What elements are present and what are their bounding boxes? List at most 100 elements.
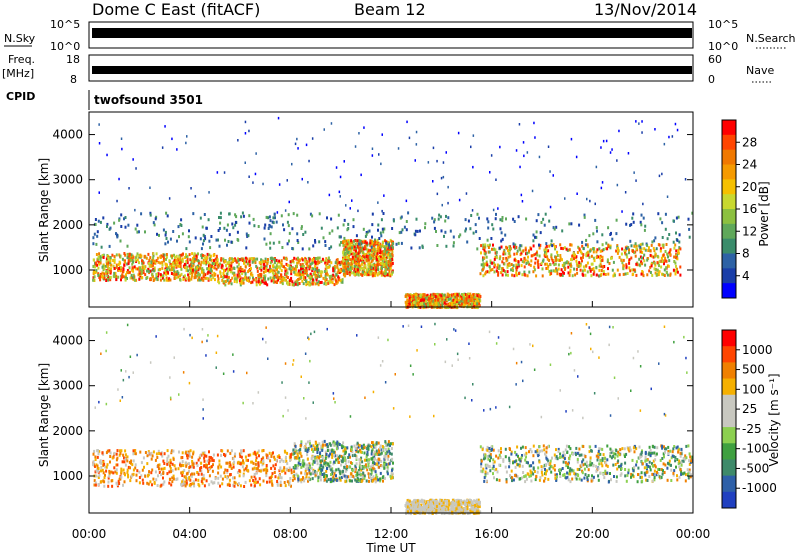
power-cell (443, 296, 446, 300)
velocity-cell (188, 452, 191, 456)
power-cell (202, 278, 205, 282)
power-cell (243, 261, 245, 265)
power-cell (260, 268, 263, 272)
power-cell (201, 267, 204, 271)
power-cell (574, 253, 576, 257)
power-cell (121, 257, 124, 261)
power-cell (330, 245, 333, 249)
power-cell (248, 259, 251, 263)
power-cell (297, 147, 299, 150)
power-cell (252, 181, 254, 184)
power-cell (495, 269, 498, 273)
velocity-cell (208, 455, 211, 459)
velocity-cell (176, 477, 179, 481)
power-cell (544, 250, 547, 254)
power-cell (668, 233, 671, 236)
power-cell (325, 282, 328, 286)
power-cell (213, 266, 216, 270)
power-cell (208, 191, 210, 194)
power-cell (489, 171, 491, 174)
velocity-cell (378, 448, 380, 452)
power-cell (271, 271, 274, 275)
power-cell (586, 251, 589, 255)
power-cell (217, 265, 220, 269)
power-cell (517, 215, 520, 219)
velocity-cell (274, 463, 277, 467)
power-cell (375, 241, 378, 245)
power-cell (264, 223, 267, 227)
power-cell (555, 268, 558, 272)
power-cell (124, 260, 126, 264)
power-cell (524, 246, 527, 250)
power-cell (162, 259, 165, 263)
power-cell (257, 273, 260, 277)
velocity-cell (308, 439, 311, 443)
power-cell (635, 120, 637, 123)
power-cell (305, 269, 308, 273)
power-cell (109, 275, 112, 279)
power-cell (665, 270, 668, 274)
power-cell (102, 256, 105, 259)
velocity-cell (276, 480, 279, 483)
power-cell (240, 215, 243, 219)
power-cell (463, 303, 466, 307)
power-cell (158, 233, 160, 237)
power-cell (515, 263, 518, 267)
power-cell (578, 247, 581, 251)
power-cell (612, 260, 615, 264)
power-cell (375, 269, 377, 273)
velocity-cell (196, 464, 199, 467)
power-cell (471, 209, 474, 212)
power-cell (326, 262, 329, 266)
velocity-cell (353, 444, 356, 448)
power-cell (514, 243, 517, 247)
power-cell (304, 278, 306, 281)
power-cell (461, 297, 463, 301)
velocity-cell (245, 464, 248, 468)
power-cell (176, 261, 179, 265)
power-cell (305, 283, 308, 287)
velocity-cell (308, 469, 311, 473)
velocity-cell (257, 464, 260, 468)
velocity-cell (384, 447, 387, 451)
power-cell (255, 283, 258, 287)
power-cell (183, 262, 186, 266)
power-cell (366, 243, 369, 247)
velocity-cell (123, 456, 125, 460)
velocity-cell (181, 463, 184, 467)
velocity-cell (116, 463, 119, 467)
velocity-cell (293, 477, 296, 481)
power-cell (380, 268, 383, 272)
power-cell (379, 231, 382, 235)
power-cell (501, 273, 504, 277)
power-cell (458, 299, 460, 303)
power-cell (351, 199, 353, 202)
power-cell (245, 246, 248, 250)
power-cell (97, 255, 100, 259)
power-cell (427, 161, 430, 164)
power-cell (312, 267, 315, 271)
power-cell (357, 245, 360, 249)
power-cell (601, 255, 604, 259)
velocity-cell (149, 453, 152, 457)
power-cell (269, 232, 272, 236)
velocity-cell (372, 461, 375, 465)
velocity-cell (317, 479, 320, 483)
velocity-cell (138, 481, 141, 485)
velocity-cell (108, 471, 111, 475)
velocity-cell (199, 454, 202, 458)
velocity-cell (349, 455, 351, 459)
power-cell (391, 227, 394, 230)
velocity-cell (260, 458, 263, 461)
velocity-cell (228, 478, 231, 482)
velocity-cell (148, 470, 151, 474)
power-cell (578, 223, 581, 227)
velocity-cell (115, 458, 118, 462)
power-cell (556, 258, 559, 262)
power-cell (209, 274, 212, 278)
velocity-cell (100, 465, 103, 469)
power-cell (311, 137, 314, 140)
velocity-cell (331, 453, 333, 456)
power-cell (337, 277, 340, 281)
